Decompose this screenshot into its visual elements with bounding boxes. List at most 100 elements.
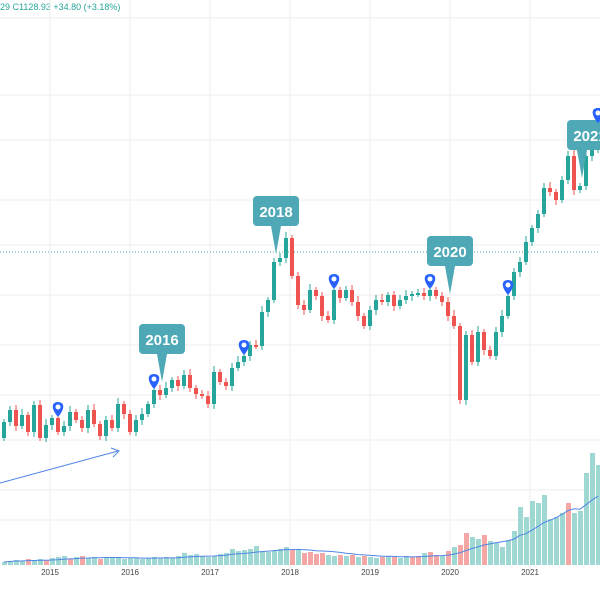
candle (128, 414, 132, 432)
candle (38, 405, 42, 438)
candle (152, 390, 156, 404)
x-tick-label: 2015 (41, 568, 59, 577)
volume-bar (302, 553, 307, 565)
candle (584, 156, 588, 186)
volume-bar (44, 560, 49, 565)
volume-bar (494, 543, 499, 565)
candle (92, 410, 96, 424)
pin-dot (151, 376, 157, 382)
volume-bar (2, 562, 7, 565)
callout-label: 2021 (573, 128, 600, 145)
candle (194, 388, 198, 394)
candle (308, 290, 312, 310)
map-pin-icon (502, 280, 514, 295)
volume-bar (314, 554, 319, 565)
candle (368, 310, 372, 326)
candle (206, 396, 210, 404)
volume-bar (326, 555, 331, 565)
volume-bar (338, 555, 343, 565)
volume-bar (530, 501, 535, 565)
callout-pointer (271, 226, 281, 254)
volume-bar (470, 537, 475, 565)
candle (170, 380, 174, 388)
volume-bar (80, 556, 85, 565)
candle (242, 356, 246, 362)
candle (338, 290, 342, 298)
map-pin-icon (328, 274, 340, 289)
candle (212, 372, 216, 404)
candle (470, 335, 474, 362)
ohlc-readout: 29 C1128.93 +34.80 (+3.18%) (0, 2, 121, 12)
pin-dot (55, 404, 61, 410)
volume-bar (56, 557, 61, 565)
candle (524, 242, 528, 262)
volume-bar (38, 559, 43, 565)
volume-bar (266, 552, 271, 565)
volume-bar (8, 561, 13, 565)
volume-bar (584, 473, 589, 565)
pin-dot (241, 342, 247, 348)
candle (284, 238, 288, 258)
candle (350, 290, 354, 302)
volume-bar (260, 551, 265, 565)
volume-bar (224, 553, 229, 565)
candle (62, 426, 66, 432)
candle (224, 382, 228, 386)
candle (500, 316, 504, 332)
candle (20, 415, 24, 426)
candle (380, 300, 384, 302)
volume-bar (14, 560, 19, 565)
candle (32, 405, 36, 432)
volume-bar (152, 557, 157, 565)
volume-bar (116, 557, 121, 565)
candle (254, 345, 258, 347)
candle (518, 262, 522, 272)
map-pin-icon (592, 108, 600, 123)
volume-bar (176, 556, 181, 565)
volume-bar (566, 503, 571, 565)
candle (398, 300, 402, 306)
candle (566, 156, 570, 180)
candle (488, 350, 492, 356)
volume-bar (86, 558, 91, 565)
volume-bar (146, 558, 151, 565)
volume-bar (284, 547, 289, 565)
volume-bar (410, 557, 415, 565)
map-pin-icon (52, 402, 64, 417)
volume-bar (440, 556, 445, 565)
trend-arrow-line (0, 450, 119, 484)
volume-bar (500, 547, 505, 565)
candle (464, 335, 468, 400)
volume-bar (596, 465, 600, 565)
candle (272, 262, 276, 300)
candle (446, 302, 450, 316)
map-pin-icon (424, 274, 436, 289)
volume-bar (542, 495, 547, 565)
candle (530, 228, 534, 242)
callout-2020: 2020 (427, 236, 473, 294)
volume-bar (362, 556, 367, 565)
callout-pointer (577, 150, 587, 178)
candle (110, 420, 114, 428)
volume-bar (356, 557, 361, 565)
candle (26, 415, 30, 432)
candle (356, 302, 360, 316)
volume-bar (452, 547, 457, 565)
volume-bar (248, 549, 253, 565)
volume-bar (422, 553, 427, 565)
candle (362, 316, 366, 326)
volume-bar (506, 540, 511, 565)
volume-bar (446, 551, 451, 565)
candle (506, 296, 510, 316)
candle (386, 295, 390, 302)
volume-bar (20, 561, 25, 565)
volume-bar (308, 552, 313, 565)
volume-bar (272, 551, 277, 565)
callout-2021: 2021 (567, 120, 600, 178)
volume-bar (218, 554, 223, 565)
volume-bar (182, 553, 187, 565)
volume-bar (134, 558, 139, 565)
volume-bar (524, 517, 529, 565)
candle (512, 272, 516, 296)
